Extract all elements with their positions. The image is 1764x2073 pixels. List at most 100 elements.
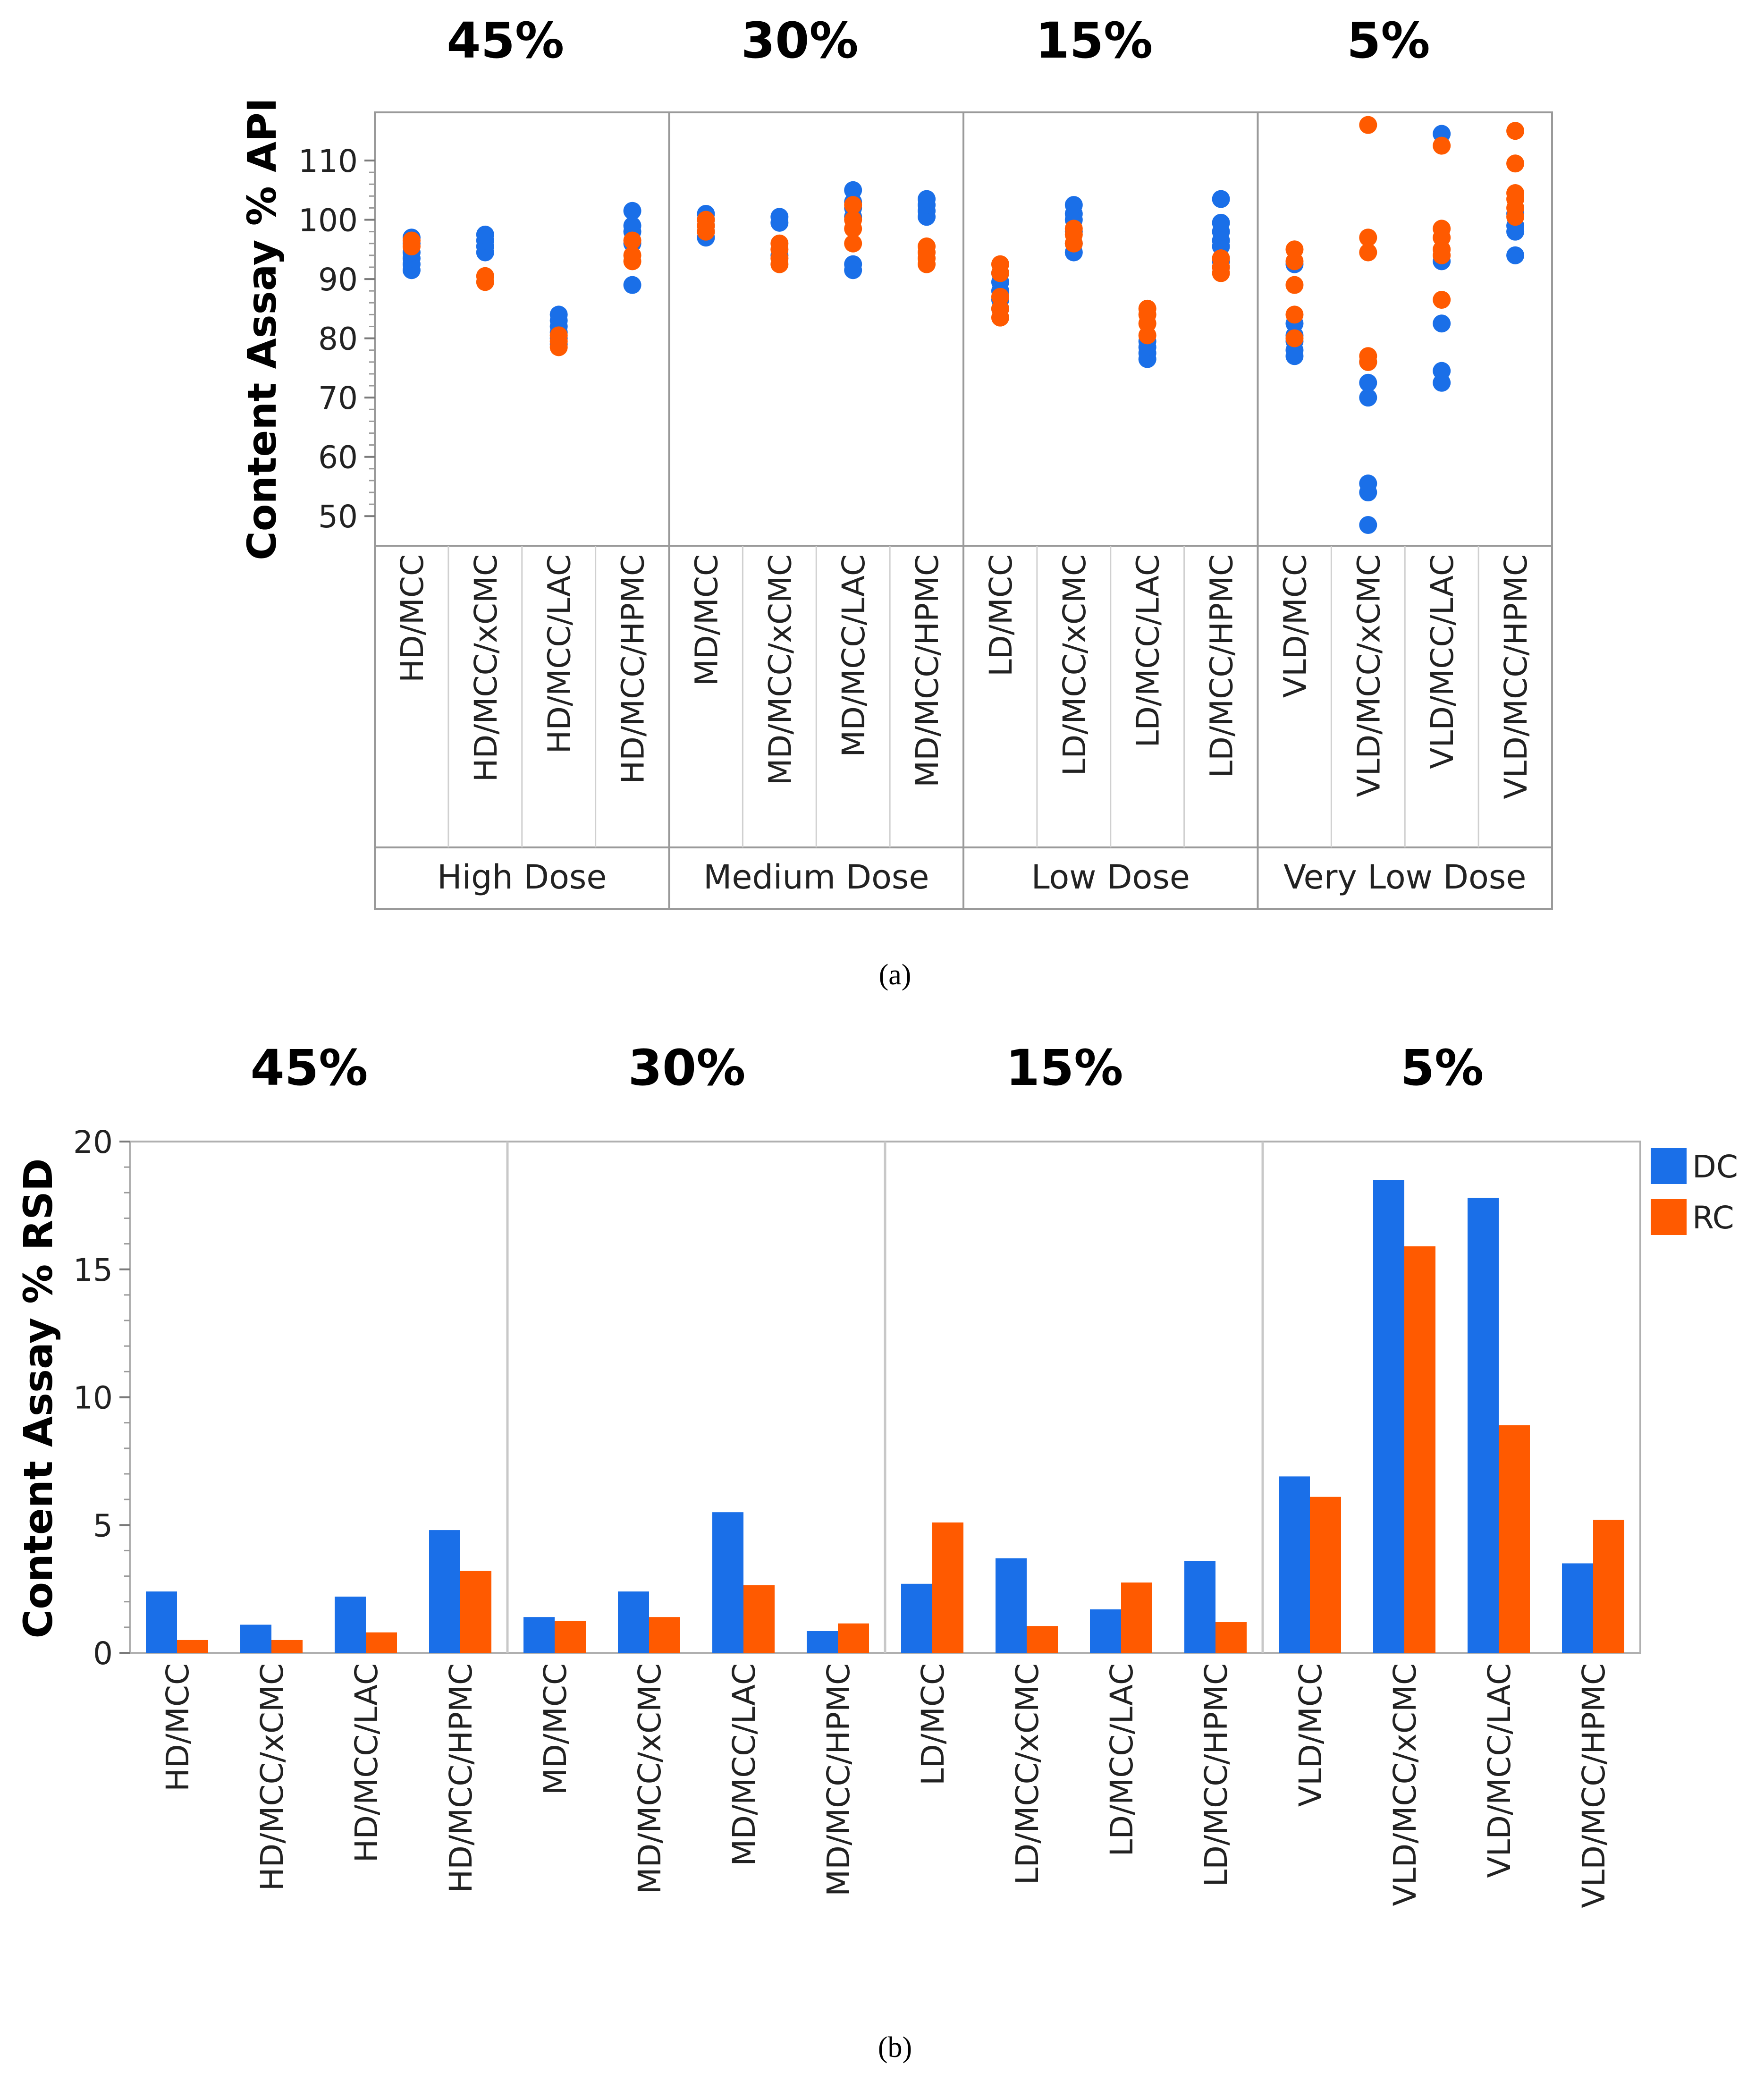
panel-a-point-dc (623, 202, 641, 220)
panel-b-category-label: LD/MCC/HPMC (1198, 1663, 1234, 1887)
panel-b-bar-rc (460, 1571, 491, 1653)
panel-a-group-label: Very Low Dose (1283, 858, 1526, 897)
panel-a-point-rc (844, 211, 862, 229)
panel-b-bar-rc (555, 1621, 586, 1653)
panel-b-percent-label: 15% (1006, 1039, 1123, 1097)
panel-a-category-label: MD/MCC/LAC (836, 554, 872, 757)
panel-a-category-label: MD/MCC/xCMC (762, 554, 798, 786)
panel-b-bar-rc (1027, 1626, 1058, 1653)
panel-b-bar-rc (838, 1623, 869, 1653)
panel-a-group-label: High Dose (437, 858, 607, 897)
panel-b-percent-label: 45% (251, 1039, 368, 1097)
panel-a-point-dc (623, 217, 641, 235)
legend-swatch-dc (1651, 1148, 1687, 1184)
panel-b-bar-rc (1310, 1497, 1341, 1653)
panel-b-y-tick-label: 20 (73, 1124, 113, 1160)
panel-b-category-label: HD/MCC/LAC (348, 1663, 385, 1862)
panel-a-point-rc (1359, 116, 1377, 134)
panel-b-bar-dc (618, 1591, 649, 1653)
panel-b-bar-dc (523, 1617, 555, 1653)
panel-b-category-label: VLD/MCC/xCMC (1387, 1663, 1423, 1906)
panel-a-category-label: LD/MCC/LAC (1130, 554, 1166, 748)
panel-b-y-tick-label: 10 (73, 1380, 113, 1416)
panel-a-point-rc (918, 237, 936, 256)
panel-b-bar-dc (429, 1530, 460, 1653)
panel-a-point-rc (991, 288, 1009, 306)
legend-label-rc: RC (1692, 1200, 1734, 1236)
panel-b-category-label: VLD/MCC/HPMC (1576, 1663, 1612, 1908)
panel-a-point-rc (1506, 184, 1525, 203)
panel-a-percent-label: 15% (1035, 12, 1153, 69)
panel-b-category-label: HD/MCC/xCMC (254, 1663, 290, 1891)
panel-b-percent-label: 30% (628, 1039, 746, 1097)
panel-b-category-label: MD/MCC (537, 1663, 574, 1795)
panel-b-bar-dc (146, 1591, 177, 1653)
panel-a-scatter-chart: 45% 30% 15% 5% 50 60 70 80 90 100 110 Content Ass… (239, 12, 1553, 991)
panel-b-bar-rc (1121, 1582, 1152, 1653)
panel-b-bar-dc (1562, 1563, 1593, 1653)
panel-b-bar-rc (271, 1640, 303, 1653)
panel-a-point-rc (1506, 154, 1525, 173)
panel-a-point-dc (1433, 314, 1451, 333)
panel-a-point-rc (623, 246, 641, 264)
panel-a-point-dc (1359, 516, 1377, 534)
panel-b-bar-dc (240, 1625, 271, 1653)
panel-a-y-tick-label: 60 (318, 440, 358, 476)
panel-b-category-label: LD/MCC (915, 1663, 951, 1785)
panel-a-point-rc (1359, 228, 1377, 247)
panel-b-bar-dc (1090, 1609, 1121, 1653)
panel-a-group-label: Low Dose (1031, 858, 1190, 897)
panel-a-point-rc (623, 231, 641, 250)
panel-a-category-label: MD/MCC (688, 554, 725, 686)
panel-b-y-tick-label: 15 (73, 1252, 113, 1288)
panel-b-category-label: MD/MCC/HPMC (820, 1663, 857, 1896)
panel-a-point-dc (1433, 362, 1451, 380)
panel-a-point-dc (918, 190, 936, 208)
panel-a-point-dc (476, 225, 494, 244)
panel-a-percent-label: 45% (447, 12, 564, 69)
panel-a-point-dc (1212, 213, 1230, 232)
panel-a-point-rc (1285, 240, 1304, 259)
panel-a-y-tick-label: 70 (318, 380, 358, 416)
panel-a-category-label: LD/MCC/HPMC (1204, 554, 1240, 778)
legend-label-dc: DC (1692, 1149, 1738, 1185)
panel-a-point-dc (1359, 474, 1377, 493)
panel-b-bar-dc (1279, 1476, 1310, 1653)
panel-a-point-rc (1433, 220, 1451, 238)
panel-a-point-rc (1285, 305, 1304, 324)
panel-b-bar-chart: 45% 30% 15% 5% 0 5 10 15 20 Content Assay % RSD… (15, 1039, 1738, 2064)
panel-a-category-label: LD/MCC/xCMC (1056, 554, 1093, 776)
panel-b-category-label: VLD/MCC (1292, 1663, 1329, 1807)
panel-a-point-rc (549, 326, 568, 345)
panel-b-category-label: MD/MCC/LAC (726, 1663, 762, 1866)
panel-a-category-label: VLD/MCC/HPMC (1498, 554, 1534, 799)
panel-a-category-label: HD/MCC/LAC (541, 554, 578, 753)
panel-b-bar-rc (1404, 1246, 1435, 1653)
panel-b-bar-dc (335, 1596, 366, 1653)
panel-a-category-label: VLD/MCC/LAC (1424, 554, 1460, 769)
panel-a-point-dc (770, 208, 789, 226)
panel-a-point-rc (770, 234, 789, 253)
panel-b-bar-rc (932, 1522, 963, 1653)
panel-a-point-rc (1285, 276, 1304, 294)
panel-a-point-rc (1064, 220, 1083, 238)
panel-b-bar-rc (1215, 1622, 1247, 1653)
panel-b-bar-dc (996, 1558, 1027, 1653)
panel-a-point-rc (1212, 249, 1230, 268)
panel-a-point-dc (549, 305, 568, 324)
panel-b-y-axis-title: Content Assay % RSD (15, 1159, 61, 1639)
panel-a-point-rc (476, 267, 494, 285)
panel-b-category-label: MD/MCC/xCMC (632, 1663, 668, 1895)
panel-b-bar-dc (1468, 1198, 1499, 1653)
panel-b-bar-dc (1184, 1561, 1215, 1653)
panel-a-category-label: VLD/MCC/xCMC (1350, 554, 1387, 797)
legend-swatch-rc (1651, 1199, 1687, 1235)
panel-a-point-dc (844, 255, 862, 273)
panel-a-category-label: MD/MCC/HPMC (909, 554, 945, 787)
panel-a-y-axis-title: Content Assay % API (239, 98, 285, 560)
panel-a-y-tick-label: 50 (318, 499, 358, 535)
panel-b-category-label: LD/MCC/xCMC (1009, 1663, 1046, 1885)
panel-a-point-rc (697, 211, 715, 229)
panel-a-category-label: VLD/MCC (1277, 554, 1313, 698)
